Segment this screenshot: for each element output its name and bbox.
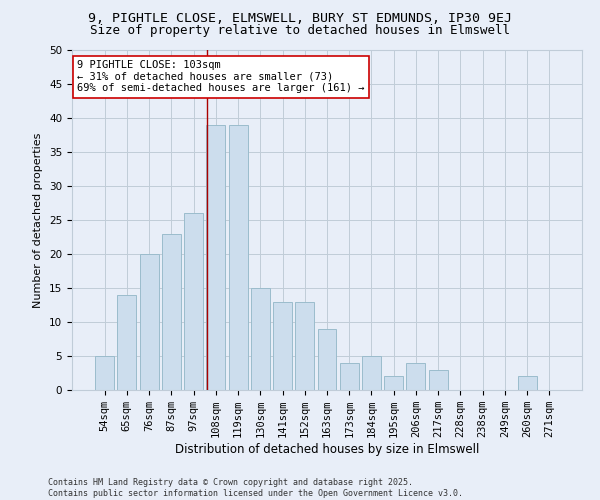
Text: Size of property relative to detached houses in Elmswell: Size of property relative to detached ho… bbox=[90, 24, 510, 37]
Bar bbox=[118, 295, 136, 390]
Bar bbox=[95, 356, 114, 390]
Bar bbox=[251, 288, 270, 390]
Bar bbox=[340, 363, 359, 390]
Text: 9, PIGHTLE CLOSE, ELMSWELL, BURY ST EDMUNDS, IP30 9EJ: 9, PIGHTLE CLOSE, ELMSWELL, BURY ST EDMU… bbox=[88, 12, 512, 26]
Bar bbox=[184, 213, 203, 390]
Bar bbox=[518, 376, 536, 390]
Text: Contains HM Land Registry data © Crown copyright and database right 2025.
Contai: Contains HM Land Registry data © Crown c… bbox=[48, 478, 463, 498]
Bar bbox=[362, 356, 381, 390]
Bar bbox=[429, 370, 448, 390]
Bar bbox=[229, 125, 248, 390]
Bar bbox=[317, 329, 337, 390]
Bar bbox=[295, 302, 314, 390]
Bar bbox=[206, 125, 225, 390]
Bar bbox=[162, 234, 181, 390]
Y-axis label: Number of detached properties: Number of detached properties bbox=[34, 132, 43, 308]
Bar bbox=[273, 302, 292, 390]
Text: 9 PIGHTLE CLOSE: 103sqm
← 31% of detached houses are smaller (73)
69% of semi-de: 9 PIGHTLE CLOSE: 103sqm ← 31% of detache… bbox=[77, 60, 365, 94]
Bar bbox=[384, 376, 403, 390]
Bar bbox=[140, 254, 158, 390]
X-axis label: Distribution of detached houses by size in Elmswell: Distribution of detached houses by size … bbox=[175, 443, 479, 456]
Bar bbox=[406, 363, 425, 390]
